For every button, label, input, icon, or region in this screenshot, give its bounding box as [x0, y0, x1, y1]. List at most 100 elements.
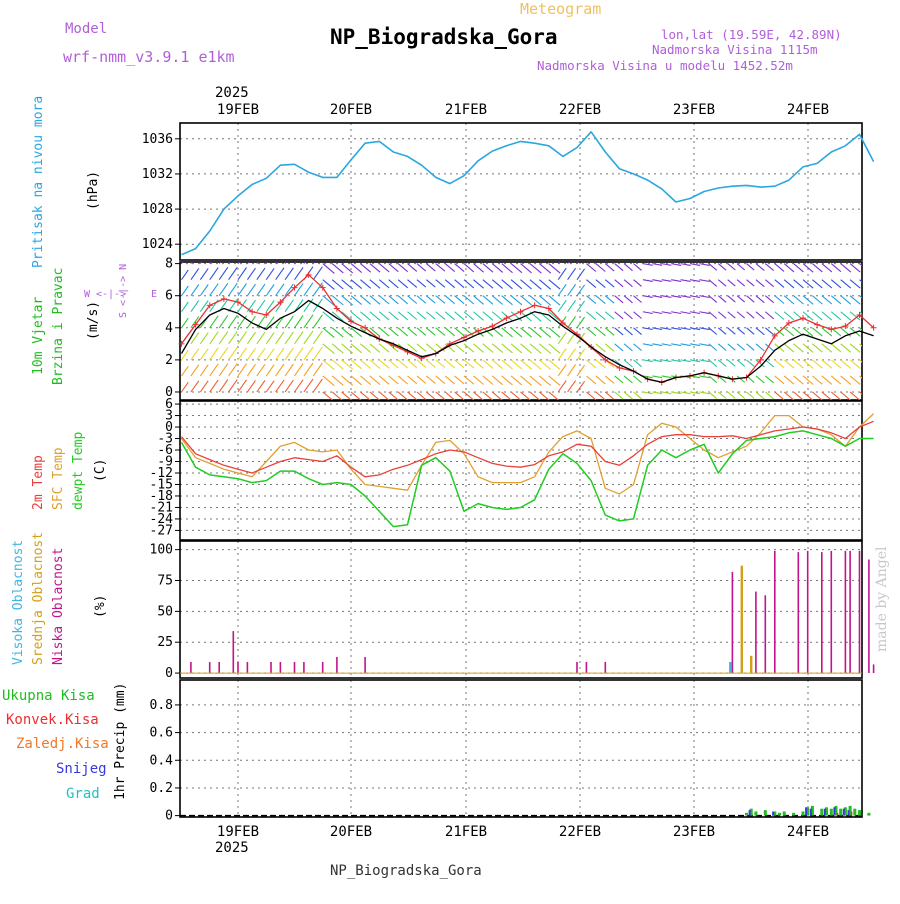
wind-arrow	[529, 391, 541, 400]
wind-arrow	[793, 263, 804, 273]
y-tick-label: 0.8	[150, 698, 173, 713]
compass-key: S <-|-> N	[118, 264, 129, 318]
wind-arrow	[595, 295, 606, 305]
wind-arrow	[463, 343, 475, 353]
precip-label-frz: Zaledj.Kisa	[16, 736, 109, 752]
wind-arrow	[652, 391, 663, 395]
wind-arrow	[708, 375, 718, 384]
wind-arrow	[595, 343, 606, 353]
wind-arrow	[538, 279, 552, 290]
wind-arrow	[397, 311, 409, 321]
total-precip-bar	[867, 812, 871, 816]
wind-arrow	[473, 359, 484, 369]
y-tick-label: 6	[165, 289, 173, 304]
wind-arrow	[680, 311, 691, 315]
wind-arrow	[614, 343, 624, 352]
total-precip-bar	[806, 807, 810, 816]
wind-arrow	[538, 375, 552, 387]
wind-arrow	[821, 279, 833, 289]
wind-arrow	[388, 391, 399, 400]
wind-arrow	[322, 359, 335, 371]
wind-arrow	[510, 343, 523, 354]
wind-arrow	[482, 279, 494, 289]
wind-arrow	[275, 347, 285, 361]
wind-arrow	[228, 347, 238, 361]
wind-arrow	[501, 279, 513, 290]
conv-precip-bar	[850, 811, 853, 816]
wind-arrow	[604, 311, 615, 320]
wind-arrow	[764, 311, 775, 320]
wind-arrow	[755, 359, 765, 368]
wind-arrow	[435, 359, 446, 368]
wind-arrow	[190, 348, 200, 361]
wind-arrow	[557, 364, 567, 377]
wind-arrow	[303, 298, 314, 313]
wind-arrow	[840, 311, 852, 321]
wind-arrow	[774, 391, 785, 400]
wind-arrow	[491, 359, 504, 370]
wind-arrow	[746, 263, 755, 271]
low-cloud-bar	[604, 662, 607, 674]
panel-frame	[179, 400, 863, 541]
low-cloud-bar	[872, 664, 875, 673]
wind-arrow	[586, 263, 597, 272]
wind-arrow	[793, 391, 804, 400]
wind-arrow	[473, 263, 484, 273]
wind-arrow	[812, 295, 823, 305]
wind-arrow	[265, 332, 275, 345]
wind-arrow	[586, 375, 597, 385]
wind-arrow	[331, 375, 344, 386]
wind-arrow	[717, 343, 727, 351]
wind-arrow	[246, 363, 256, 377]
wind-arrow	[661, 263, 672, 266]
high-cloud-bar	[729, 662, 732, 674]
wind-arrow	[256, 299, 266, 313]
wind-gust-line	[180, 274, 875, 383]
wind-arrow	[190, 300, 200, 313]
wind-arrow	[218, 282, 229, 297]
wind-arrow	[538, 343, 552, 354]
wind-arrow	[604, 375, 615, 384]
wind-arrow	[736, 343, 746, 351]
wind-arrow	[642, 327, 653, 331]
wind-gust-marker	[333, 305, 340, 312]
compass-south: S	[118, 312, 129, 318]
wind-arrow	[501, 343, 513, 354]
wind-arrow	[576, 284, 586, 297]
wind-arrow	[360, 263, 372, 273]
wind-gust-marker	[192, 321, 199, 328]
wind-arrow	[435, 311, 446, 320]
wind-arrow	[322, 343, 335, 355]
wind-arrow	[604, 327, 615, 336]
wind-arrow	[557, 348, 567, 361]
wind-arrow	[633, 375, 642, 384]
footer-station: NP_Biogradska_Gora	[330, 863, 482, 879]
wind-arrow	[435, 295, 446, 304]
wind-arrow	[246, 283, 256, 297]
total-precip-bar	[843, 807, 847, 816]
wind-arrow	[331, 327, 344, 338]
wind-arrow	[736, 359, 746, 367]
wind-arrow	[275, 379, 285, 393]
wind-arrow	[727, 263, 736, 271]
wind-arrow	[717, 359, 727, 367]
wind-arrow	[482, 391, 494, 400]
wind-arrow	[181, 301, 189, 313]
wind-arrow	[209, 267, 219, 280]
y-tick-label: -18	[150, 489, 173, 504]
wind-arrow	[859, 263, 862, 267]
wind-arrow	[407, 279, 418, 288]
wind-arrow	[520, 359, 532, 370]
wind-arrow	[671, 311, 682, 315]
wind-arrow	[548, 279, 561, 290]
wind-arrow	[746, 279, 755, 287]
wind-arrow	[878, 344, 888, 352]
wind-arrow	[538, 263, 552, 274]
wind-arrow	[633, 327, 642, 336]
wind-arrow	[576, 300, 586, 313]
wind-arrow	[350, 359, 363, 370]
wind-arrow	[699, 327, 710, 331]
wind-arrow	[341, 391, 353, 400]
wind-arrow	[246, 347, 256, 361]
